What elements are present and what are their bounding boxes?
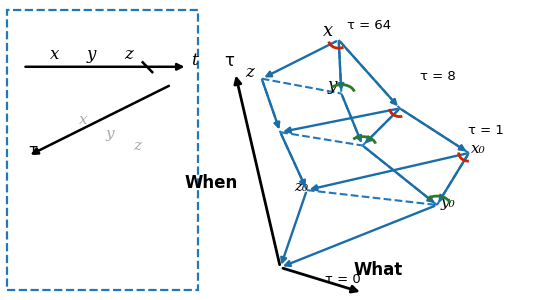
Text: z₀: z₀ <box>294 180 308 194</box>
Text: z: z <box>245 64 254 81</box>
Text: y: y <box>87 46 96 63</box>
Text: x: x <box>323 22 333 40</box>
Text: z: z <box>133 139 141 152</box>
Text: t: t <box>191 52 198 69</box>
Text: τ = 8: τ = 8 <box>420 70 456 83</box>
Bar <box>7 10 198 290</box>
Text: x₀: x₀ <box>471 142 486 155</box>
Text: When: When <box>185 174 238 192</box>
Text: y: y <box>106 127 115 141</box>
Text: y: y <box>328 77 337 94</box>
Text: What: What <box>354 261 403 279</box>
Text: x: x <box>50 46 59 63</box>
Text: x: x <box>80 113 88 127</box>
Text: τ: τ <box>29 142 38 158</box>
Text: y₀: y₀ <box>440 196 455 210</box>
Text: z: z <box>124 46 134 63</box>
Text: τ = 1: τ = 1 <box>468 124 504 137</box>
Text: τ = 0: τ = 0 <box>325 273 361 286</box>
Text: τ: τ <box>224 52 234 70</box>
Text: τ = 64: τ = 64 <box>347 19 391 32</box>
